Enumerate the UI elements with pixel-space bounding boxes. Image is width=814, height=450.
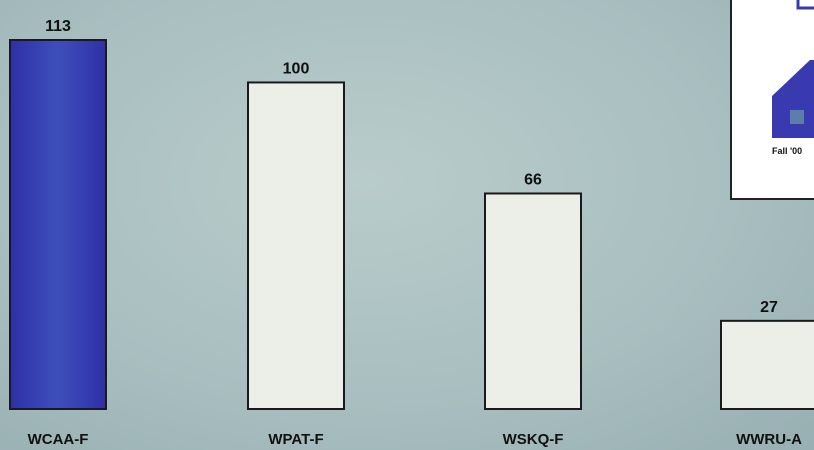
data-label-wcaa-f: 113 [45, 18, 71, 35]
inset-label: Fall '00 [772, 146, 803, 156]
bars-layer [9, 39, 814, 410]
category-label-wcaa-f: WCAA-F [28, 431, 89, 448]
house-icon [772, 0, 814, 138]
labels-layer: 113 WCAA-F 100 WPAT-F 66 WSKQ-F 27 WWRU-A [28, 18, 802, 448]
category-label-wwru-a: WWRU-A [736, 431, 802, 448]
bar-wpat-f [247, 81, 345, 410]
data-label-wpat-f: 100 [283, 60, 310, 77]
data-label-wskq-f: 66 [524, 171, 542, 188]
category-label-wpat-f: WPAT-F [268, 431, 323, 448]
category-label-wskq-f: WSKQ-F [503, 431, 564, 448]
bar-wskq-f [484, 192, 582, 410]
bar-wwru-a [720, 319, 814, 410]
bar-wcaa-f [9, 39, 107, 410]
inset-panel: Fall '00 [730, 0, 814, 200]
data-label-wwru-a: 27 [760, 299, 778, 316]
